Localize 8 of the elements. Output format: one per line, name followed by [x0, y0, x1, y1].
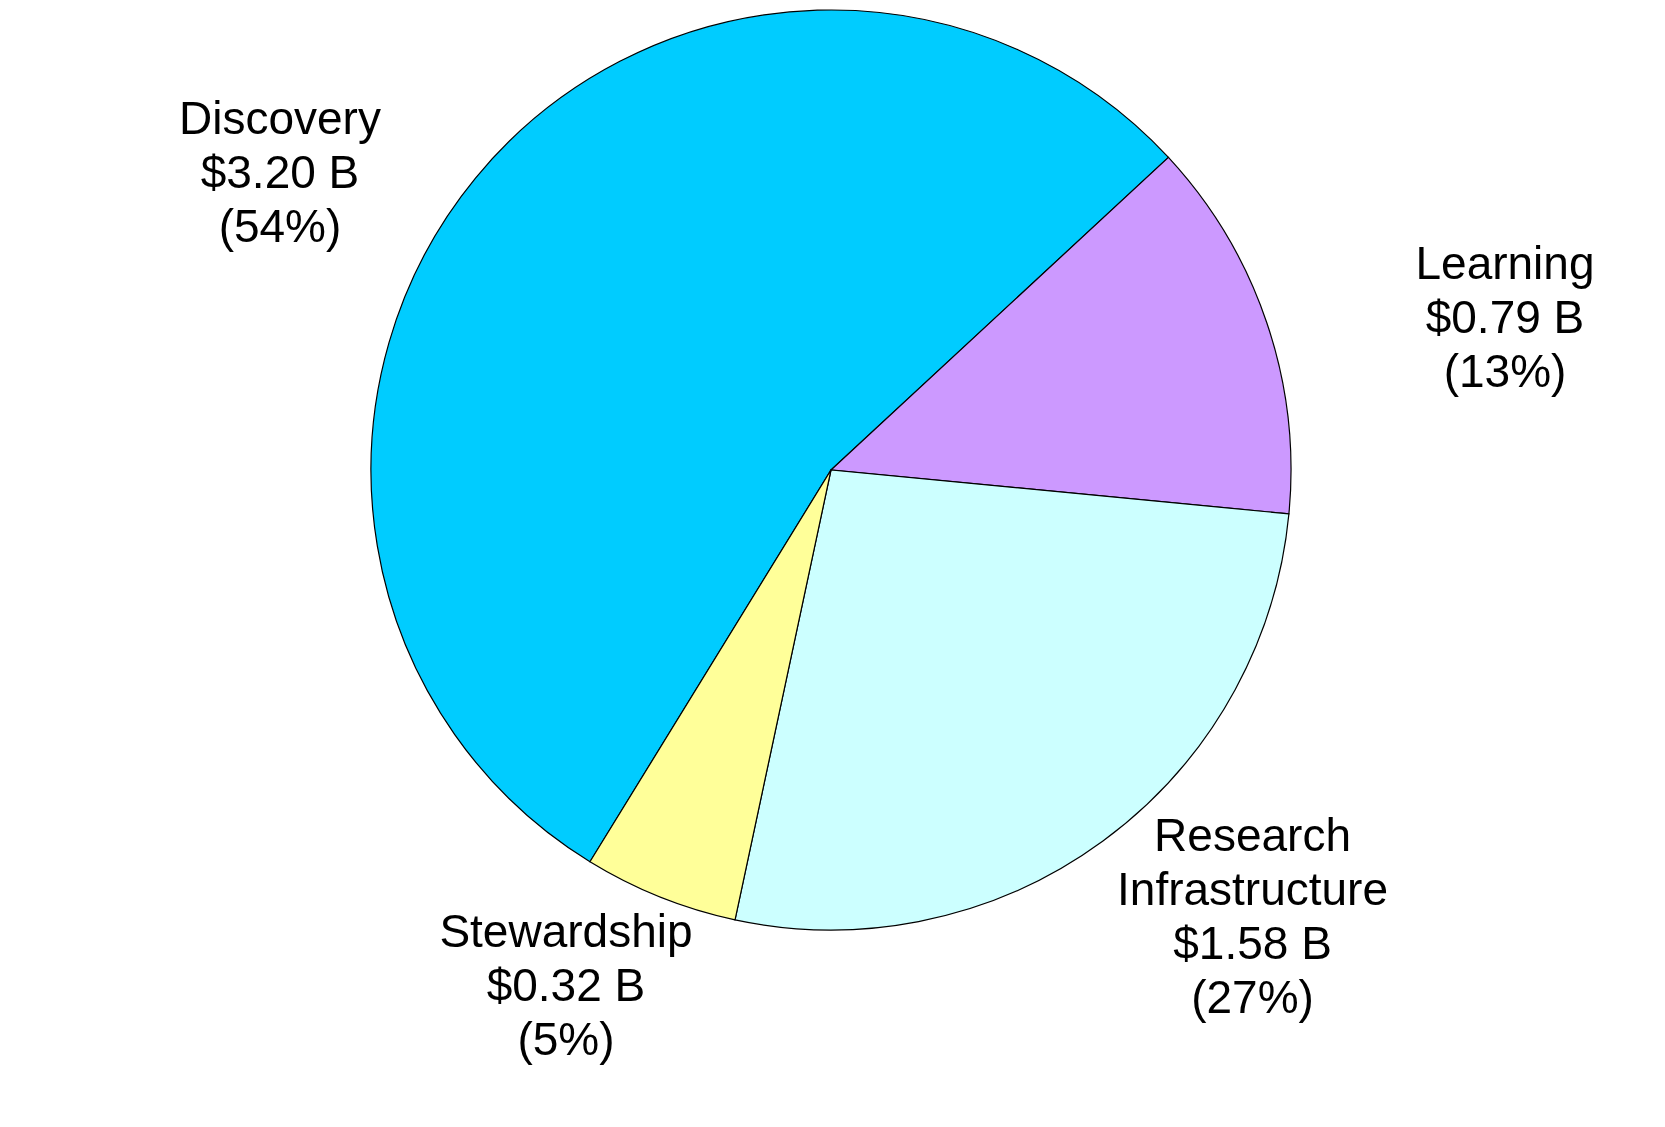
slice-label: Research Infrastructure [1117, 809, 1389, 916]
slice-label: Discovery [179, 91, 381, 144]
slice-label: Stewardship [439, 904, 693, 957]
data-label: $1.58 B (27%) [1173, 917, 1332, 1024]
data-label: $0.32 B (5%) [486, 958, 646, 1065]
slice-label: Learning [1415, 236, 1595, 289]
data-label: $3.20 B (54%) [200, 145, 360, 252]
data-label: $0.79 B (13%) [1425, 290, 1585, 397]
